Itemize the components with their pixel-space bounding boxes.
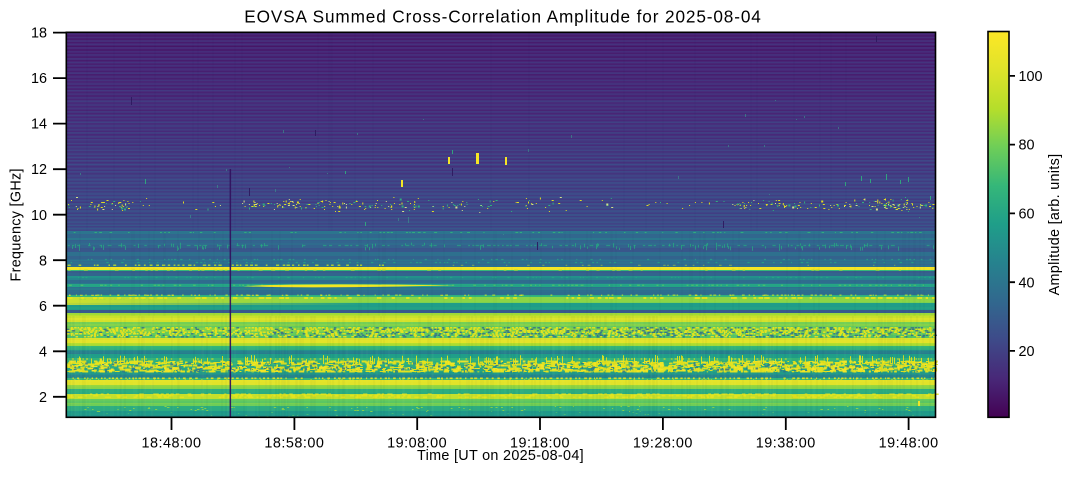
svg-text:2: 2: [39, 390, 47, 406]
svg-text:4: 4: [39, 344, 47, 360]
svg-text:19:08:00: 19:08:00: [387, 435, 447, 451]
svg-text:14: 14: [31, 117, 47, 133]
svg-text:Frequency [GHz]: Frequency [GHz]: [9, 168, 25, 281]
svg-text:40: 40: [1019, 275, 1035, 291]
svg-text:EOVSA Summed Cross-Correlation: EOVSA Summed Cross-Correlation Amplitude…: [244, 6, 761, 26]
svg-text:18:58:00: 18:58:00: [264, 435, 324, 451]
svg-text:6: 6: [39, 299, 47, 315]
svg-text:60: 60: [1019, 207, 1035, 223]
svg-text:Time [UT on 2025-08-04]: Time [UT on 2025-08-04]: [417, 448, 584, 464]
svg-text:19:18:00: 19:18:00: [510, 435, 570, 451]
svg-text:19:48:00: 19:48:00: [879, 435, 939, 451]
svg-text:80: 80: [1019, 138, 1035, 154]
svg-text:20: 20: [1019, 344, 1035, 360]
svg-text:18:48:00: 18:48:00: [141, 435, 201, 451]
svg-text:12: 12: [31, 162, 47, 178]
svg-text:10: 10: [31, 208, 47, 224]
svg-text:Amplitude [arb. units]: Amplitude [arb. units]: [1047, 154, 1063, 296]
svg-text:19:28:00: 19:28:00: [633, 435, 693, 451]
svg-text:8: 8: [39, 253, 47, 269]
svg-text:16: 16: [31, 71, 47, 87]
svg-text:100: 100: [1019, 69, 1043, 85]
svg-text:19:38:00: 19:38:00: [756, 435, 816, 451]
svg-text:18: 18: [31, 26, 47, 42]
